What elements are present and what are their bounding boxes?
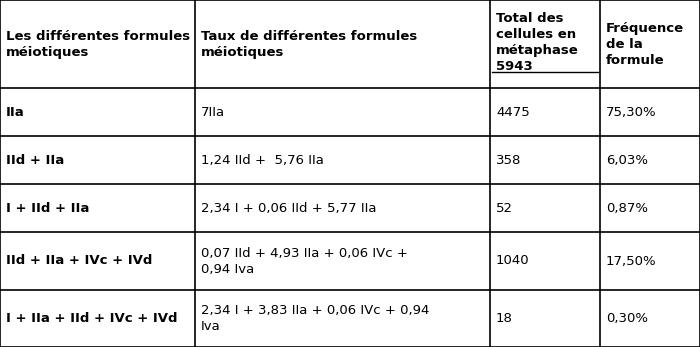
- Text: 0,07 IId + 4,93 IIa + 0,06 IVc +
0,94 Iva: 0,07 IId + 4,93 IIa + 0,06 IVc + 0,94 Iv…: [201, 246, 408, 276]
- Text: 1040: 1040: [496, 254, 530, 268]
- Text: 18: 18: [496, 312, 513, 325]
- Text: I + IIa + IId + IVc + IVd: I + IIa + IId + IVc + IVd: [6, 312, 178, 325]
- Text: IId + IIa: IId + IIa: [6, 153, 64, 167]
- Text: Total des
cellules en
métaphase
5943: Total des cellules en métaphase 5943: [496, 11, 579, 73]
- Text: 4475: 4475: [496, 105, 530, 118]
- Text: 2,34 I + 3,83 IIa + 0,06 IVc + 0,94
Iva: 2,34 I + 3,83 IIa + 0,06 IVc + 0,94 Iva: [201, 304, 429, 333]
- Text: 7IIa: 7IIa: [201, 105, 225, 118]
- Text: 0,30%: 0,30%: [606, 312, 648, 325]
- Text: 1,24 IId +  5,76 IIa: 1,24 IId + 5,76 IIa: [201, 153, 324, 167]
- Text: Les différentes formules
méiotiques: Les différentes formules méiotiques: [6, 29, 190, 59]
- Text: 358: 358: [496, 153, 522, 167]
- Text: 17,50%: 17,50%: [606, 254, 657, 268]
- Text: 2,34 I + 0,06 IId + 5,77 IIa: 2,34 I + 0,06 IId + 5,77 IIa: [201, 202, 377, 214]
- Text: 6,03%: 6,03%: [606, 153, 648, 167]
- Text: Taux de différentes formules
méiotiques: Taux de différentes formules méiotiques: [201, 29, 417, 59]
- Text: 75,30%: 75,30%: [606, 105, 657, 118]
- Text: 52: 52: [496, 202, 513, 214]
- Text: IId + IIa + IVc + IVd: IId + IIa + IVc + IVd: [6, 254, 153, 268]
- Text: I + IId + IIa: I + IId + IIa: [6, 202, 90, 214]
- Text: Fréquence
de la
formule: Fréquence de la formule: [606, 22, 684, 67]
- Text: 0,87%: 0,87%: [606, 202, 648, 214]
- Text: IIa: IIa: [6, 105, 25, 118]
